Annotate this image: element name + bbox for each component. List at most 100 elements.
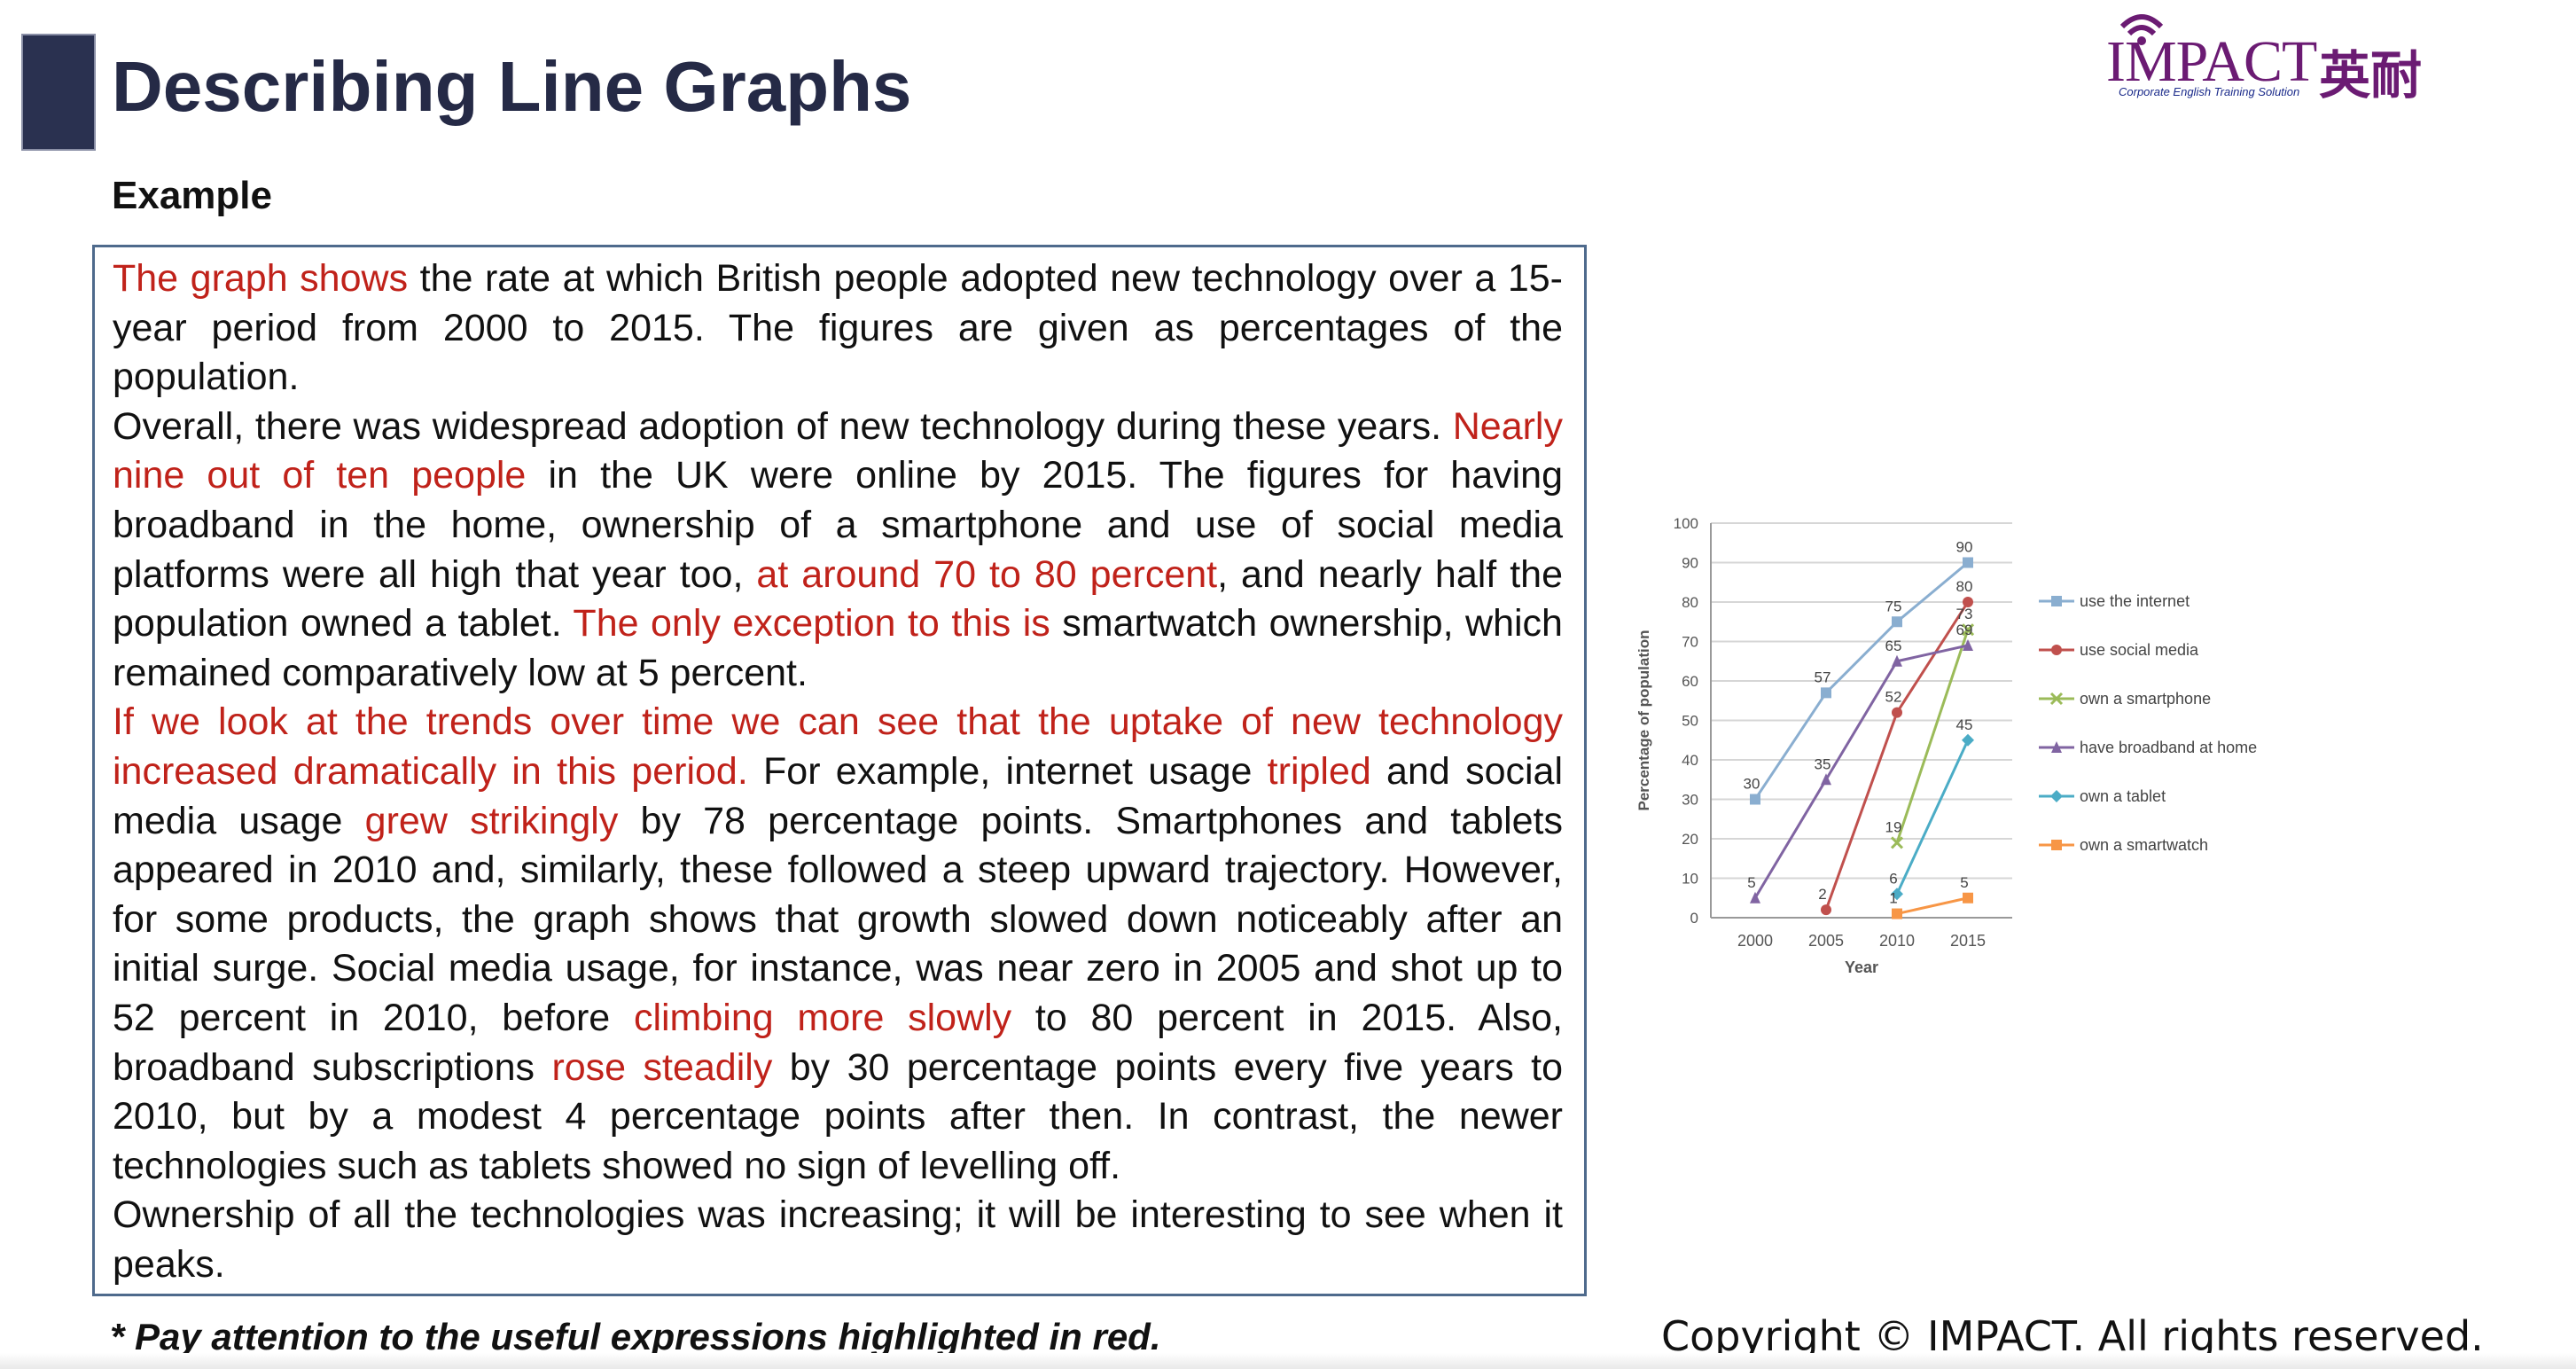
highlighted-expression: Nearly nine out of ten people (113, 404, 1563, 497)
series-line-4 (1753, 644, 1969, 899)
series-line-5 (1895, 739, 1970, 895)
data-label: 65 (1885, 638, 1902, 654)
legend-entry: have broadband at home (2080, 739, 2257, 756)
logo-tagline: Corporate English Training Solution (2119, 85, 2300, 98)
highlighted-expression: The only exception to this is (573, 602, 1050, 645)
data-point (2049, 692, 2064, 706)
y-tick-label: 80 (1682, 594, 1698, 611)
x-tick-label: 2000 (1737, 932, 1773, 950)
series-line-3 (1895, 629, 1970, 843)
text-segment: the rate at which British people adopted… (113, 257, 1564, 399)
text-segment: and social media usage (113, 749, 1564, 842)
data-label: 45 (1956, 716, 1973, 733)
text-segment: , and nearly half the population owned a… (113, 552, 1564, 645)
paragraph-2: Overall, there was widespread adoption o… (113, 403, 1563, 699)
data-point (1821, 773, 1831, 786)
y-tick-label: 50 (1682, 713, 1698, 730)
text-segment: by 30 percentage points every five years… (113, 1045, 1563, 1187)
data-label: 80 (1956, 578, 1973, 595)
y-tick-label: 100 (1674, 515, 1698, 532)
legend-entry: own a smartphone (2080, 690, 2211, 708)
data-point (2051, 840, 2062, 850)
copyright-notice: Copyright © IMPACT. All rights reserved. (1661, 1312, 2484, 1360)
y-tick-label: 40 (1682, 752, 1698, 769)
highlight-note: * Pay attention to the useful expression… (110, 1316, 1161, 1357)
data-point (1963, 638, 1973, 651)
data-point (1890, 836, 1904, 849)
line-chart-svg: 0 10 20 30 40 50 60 70 80 90 100 2000 2005 2010 2015 Ye… (1635, 515, 2257, 976)
text-segment: Overall, there was widespread adoption o… (113, 404, 1453, 448)
data-point (1892, 654, 1902, 667)
text-segment: Ownership of all the technologies was in… (113, 1193, 1563, 1286)
data-point (1892, 707, 1902, 718)
data-point (1963, 597, 1973, 607)
data-label: 5 (1747, 874, 1755, 891)
wifi-icon (2119, 14, 2164, 45)
example-paragraphs: The graph shows the rate at which Britis… (113, 254, 1563, 1289)
data-point (1892, 908, 1902, 919)
highlighted-expression: The graph shows (113, 257, 409, 300)
data-label: 90 (1956, 539, 1973, 556)
data-label: 2 (1818, 886, 1826, 903)
data-point (1891, 888, 1903, 901)
y-tick-label: 30 (1682, 792, 1698, 809)
data-point (1821, 904, 1831, 916)
data-point (2051, 645, 2062, 655)
text-segment: to 80 percent in 2015. Also, broadband s… (113, 996, 1564, 1089)
data-point (1821, 687, 1831, 699)
highlighted-expression: tripled (1267, 749, 1371, 793)
x-tick-label: 2015 (1950, 932, 1986, 950)
data-label: 52 (1885, 689, 1902, 706)
y-tick-label: 10 (1682, 871, 1698, 888)
highlighted-expression: climbing more slowly (633, 996, 1012, 1039)
example-text-box: The graph shows the rate at which Britis… (92, 245, 1587, 1296)
logo-chinese: 英耐 (2319, 45, 2423, 106)
title-accent-bar (21, 34, 96, 151)
data-point (2051, 596, 2062, 606)
data-label: 57 (1815, 669, 1831, 685)
data-label: 75 (1885, 598, 1902, 614)
text-segment: smartwatch ownership, which remained com… (113, 602, 1563, 694)
y-tick-label: 60 (1682, 673, 1698, 690)
y-tick-label: 20 (1682, 831, 1698, 848)
text-segment: in the UK were online by 2015. The figur… (113, 454, 1564, 596)
impact-logo: IMPACT 英耐 Corporate English Training Sol… (2071, 0, 2470, 115)
paragraph-4: Ownership of all the technologies was in… (113, 1191, 1563, 1289)
data-label: 6 (1889, 870, 1897, 887)
data-label: 35 (1815, 755, 1831, 772)
legend-entry: use the internet (2080, 592, 2190, 610)
x-tick-label: 2005 (1808, 932, 1844, 950)
legend-entry: own a smartwatch (2080, 836, 2208, 854)
data-label: 73 (1956, 606, 1973, 622)
legend-entry: own a tablet (2080, 787, 2166, 805)
data-label: 1 (1889, 890, 1897, 907)
highlighted-expression: at around 70 to 80 percent (756, 552, 1218, 596)
highlighted-expression: rose steadily (551, 1045, 773, 1089)
data-label: 19 (1885, 818, 1902, 835)
text-segment: by 78 percentage points. Smartphones and… (113, 799, 1563, 1039)
y-tick-label: 0 (1690, 910, 1698, 927)
x-tick-label: 2010 (1879, 932, 1915, 950)
line-chart: 0 10 20 30 40 50 60 70 80 90 100 2000 2005 2010 2015 Ye… (1622, 497, 2438, 993)
logo-wordmark: IMPACT (2106, 29, 2317, 94)
series-line-6 (1896, 896, 1969, 916)
data-point (1892, 616, 1902, 628)
paragraph-1: The graph shows the rate at which Britis… (113, 254, 1563, 403)
data-label: 5 (1960, 874, 1968, 891)
data-point (1963, 557, 1973, 568)
y-tick-label: 70 (1682, 634, 1698, 651)
y-axis-label: Percentage of population (1635, 630, 1652, 810)
page-title: Describing Line Graphs (112, 47, 912, 126)
highlighted-expression: If we look at the trends over time we ca… (113, 700, 1563, 793)
data-point (1962, 733, 1974, 747)
bottom-shadow (0, 1353, 2576, 1369)
y-tick-label: 90 (1682, 555, 1698, 572)
series-line-1 (1753, 561, 1969, 801)
text-segment: For example, internet usage (747, 749, 1268, 793)
data-point (2051, 741, 2062, 753)
data-point (1750, 794, 1760, 805)
x-axis-label: Year (1845, 958, 1878, 976)
section-subtitle: Example (112, 174, 272, 217)
data-label: 69 (1956, 622, 1973, 638)
highlighted-expression: grew strikingly (364, 799, 619, 842)
